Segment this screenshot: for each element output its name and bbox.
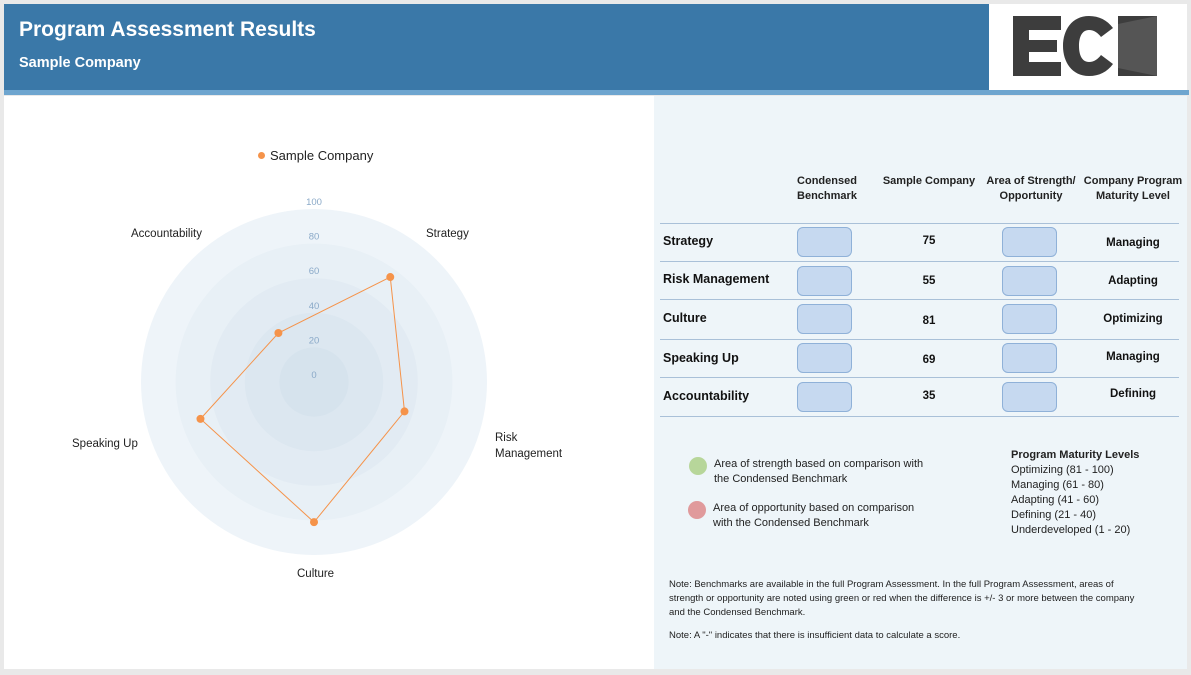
key-strength-text: Area of strength based on comparison wit… (714, 458, 924, 485)
strength-cell (1002, 266, 1057, 296)
key-strength: Area of strength based on comparison wit… (689, 457, 929, 487)
benchmark-cell (797, 227, 852, 257)
radar-tick-label: 0 (311, 370, 316, 381)
row-label: Strategy (663, 234, 714, 248)
eci-logo-mark (1013, 16, 1157, 76)
radar-tick-label: 60 (309, 266, 320, 277)
note-insufficient-data: Note: A "-" indicates that there is insu… (669, 630, 961, 641)
col-header-benchmark: Condensed Benchmark (797, 175, 857, 202)
score-value: 69 (922, 354, 936, 366)
maturity-level: Optimizing (1103, 313, 1163, 325)
score-value: 35 (922, 390, 936, 402)
legend-marker (258, 152, 265, 159)
radar-tick-label: 80 (309, 232, 320, 243)
data-point[interactable] (400, 407, 409, 416)
radar-tick-label: 40 (309, 301, 320, 312)
table-row: Accountability 35 Defining (660, 377, 1179, 417)
maturity-level-item: Optimizing (81 - 100) (1011, 464, 1114, 476)
strength-cell (1002, 227, 1057, 257)
legend-label: Sample Company (270, 148, 374, 163)
maturity-level: Managing (1106, 237, 1160, 249)
maturity-levels-list: Program Maturity Levels Optimizing (81 -… (1011, 448, 1139, 538)
score-value: 55 (922, 275, 936, 287)
row-label: Culture (663, 311, 707, 325)
row-label: Accountability (663, 389, 750, 403)
radar-grid-ring (279, 347, 349, 417)
data-point[interactable] (310, 518, 318, 527)
radar-tick-label: 20 (309, 335, 320, 346)
maturity-level: Adapting (1108, 275, 1158, 287)
score-value: 81 (922, 315, 936, 327)
score-value: 75 (922, 235, 936, 247)
page-title: Program Assessment Results (19, 18, 316, 41)
axis-label-culture: Culture (297, 568, 335, 580)
opportunity-dot-icon (688, 501, 706, 519)
col-header-strength: Area of Strength/ Opportunity (986, 175, 1076, 202)
maturity-level-item: Adapting (41 - 60) (1011, 494, 1100, 506)
strength-cell (1002, 382, 1057, 412)
strength-dot-icon (689, 457, 707, 475)
series-line-sample-company (199, 276, 406, 523)
page-subtitle: Sample Company (19, 55, 141, 71)
maturity-level-item: Managing (61 - 80) (1011, 479, 1104, 491)
maturity-level: Managing (1106, 351, 1160, 363)
key-opportunity: Area of opportunity based on comparison … (688, 501, 928, 531)
benchmark-cell (797, 304, 852, 334)
data-point[interactable] (274, 329, 283, 338)
header-banner: Program Assessment Results Sample Compan… (4, 4, 989, 90)
data-point[interactable] (196, 414, 205, 423)
table-row: Risk Management 55 Adapting (660, 261, 1179, 300)
radar-tick-label: 100 (306, 197, 322, 208)
eci-logo (989, 4, 1187, 90)
strength-cell (1002, 304, 1057, 334)
maturity-level-item: Defining (21 - 40) (1011, 509, 1096, 521)
axis-label-risk-management: Risk Management (495, 432, 563, 460)
maturity-levels-title: Program Maturity Levels (1011, 449, 1140, 461)
table-row: Strategy 75 Managing (660, 223, 1179, 262)
table-row: Speaking Up 69 Managing (660, 339, 1179, 378)
key-opportunity-text: Area of opportunity based on comparison … (713, 502, 915, 529)
radar-chart: 0 20 40 60 80 100 (141, 197, 487, 555)
benchmark-cell (797, 266, 852, 296)
benchmark-cell (797, 382, 852, 412)
axis-label-accountability: Accountability (131, 228, 202, 240)
maturity-level: Defining (1110, 388, 1156, 400)
row-label: Risk Management (663, 272, 770, 286)
header-divider (4, 90, 1189, 95)
axis-label-speaking-up: Speaking Up (72, 438, 138, 450)
data-point[interactable] (386, 273, 395, 282)
row-label: Speaking Up (663, 351, 739, 365)
col-header-maturity: Company Program Maturity Level (1083, 175, 1183, 202)
strength-cell (1002, 343, 1057, 373)
results-panel (654, 96, 1187, 669)
note-benchmarks: Note: Benchmarks are available in the fu… (669, 579, 1135, 618)
axis-label-strategy: Strategy (426, 228, 469, 240)
col-header-sample-company: Sample Company (882, 175, 976, 187)
table-row: Culture 81 Optimizing (660, 299, 1179, 338)
chart-legend[interactable]: Sample Company (258, 148, 373, 163)
maturity-level-item: Underdeveloped (1 - 20) (1011, 524, 1131, 536)
benchmark-cell (797, 343, 852, 373)
